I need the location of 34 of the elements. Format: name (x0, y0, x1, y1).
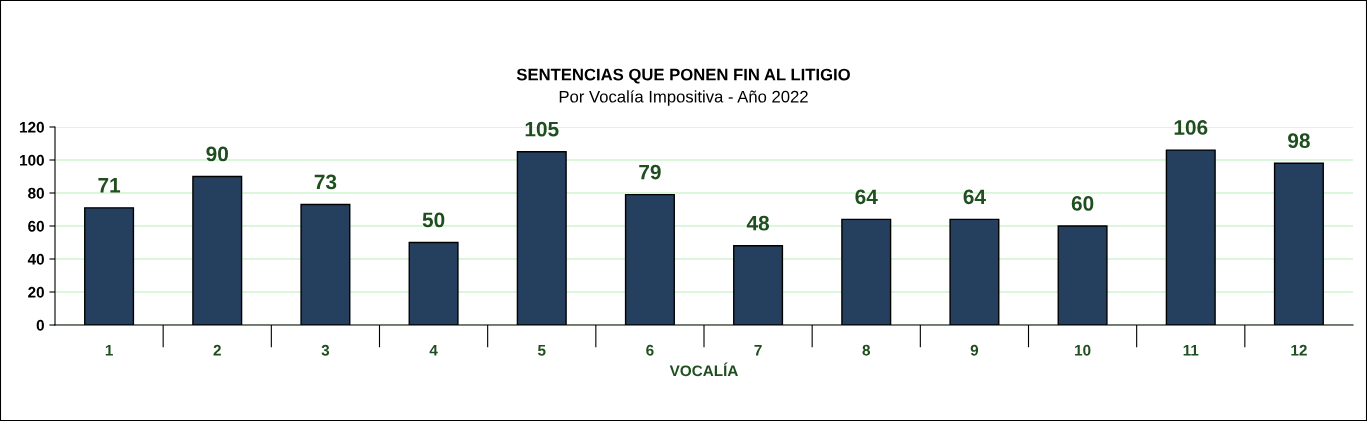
x-tick-label: 6 (646, 344, 654, 356)
data-label: 90 (206, 146, 228, 162)
chart-title: SENTENCIAS QUE PONEN FIN AL LITIGIO (516, 68, 850, 84)
x-tick-label: 4 (429, 345, 438, 356)
data-label: 106 (1174, 120, 1208, 135)
x-tick-label: 7 (754, 345, 762, 356)
data-label: 71 (98, 178, 121, 193)
y-tick-label: 60 (28, 220, 44, 232)
x-tick-label: 2 (213, 344, 221, 356)
x-tick-label: 9 (970, 344, 979, 356)
y-tick-label: 20 (28, 286, 44, 298)
data-label: 79 (639, 164, 661, 180)
data-label: 73 (314, 174, 337, 190)
y-tick-label: 40 (27, 253, 44, 265)
y-tick-label: 120 (20, 121, 44, 133)
x-tick-label: 10 (1075, 344, 1091, 356)
data-label: 64 (855, 189, 878, 205)
y-tick-label: 0 (36, 319, 44, 331)
chart-subtitle: Por Vocalía Impositiva - Año 2022 (559, 90, 808, 106)
data-label: 98 (1288, 133, 1310, 149)
data-label: 64 (963, 189, 986, 205)
y-tick-label: 80 (28, 187, 44, 199)
x-tick-label: 8 (862, 344, 871, 356)
x-axis-title: VOCALÍA (669, 362, 738, 377)
data-label: 60 (1071, 196, 1094, 211)
x-tick-label: 3 (321, 344, 330, 356)
x-tick-label: 5 (537, 345, 546, 356)
data-label: 50 (422, 212, 445, 228)
data-label: 105 (525, 121, 559, 137)
data-label: 48 (746, 215, 770, 231)
x-tick-label: 11 (1183, 345, 1199, 356)
x-tick-label: 1 (105, 345, 113, 356)
x-tick-label: 12 (1291, 344, 1307, 356)
y-tick-label: 100 (20, 154, 44, 166)
